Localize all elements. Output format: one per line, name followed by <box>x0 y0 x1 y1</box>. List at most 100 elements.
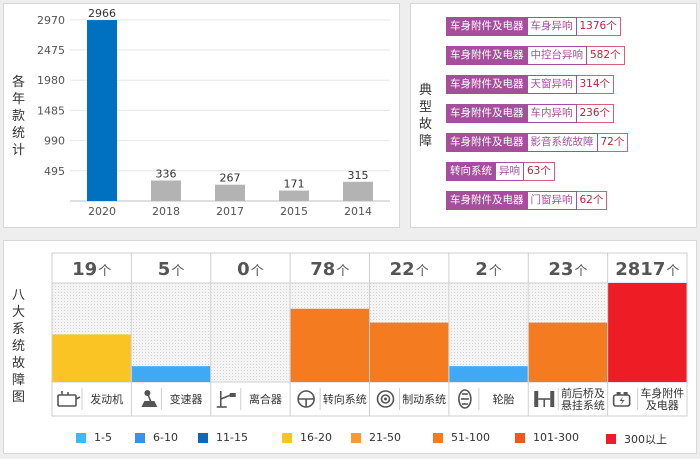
fault-row: 转向系统 异响 63个 <box>446 162 555 181</box>
car-electrical-icon <box>612 392 631 407</box>
system-count-label: 23个 <box>548 259 587 280</box>
legend-item: 6-10 <box>135 431 178 444</box>
steering-wheel-icon <box>297 390 315 408</box>
fault-category: 车身附件及电器 <box>446 191 528 210</box>
system-bar <box>449 366 528 382</box>
legend-item: 300以上 <box>606 431 667 447</box>
legend-item: 1-5 <box>76 431 112 444</box>
fault-name: 影音系统故障 <box>527 133 598 152</box>
fault-count: 63个 <box>524 162 555 181</box>
legend-label: 101-300 <box>533 431 579 444</box>
fault-count: 72个 <box>597 133 629 152</box>
systems-chart-panel: 八大系统故障图 19个 发动机 5个 变速器 0个 离合器 78个 转向系统 22个 制动系统 2个… <box>3 240 697 454</box>
legend-item: 21-50 <box>351 431 401 444</box>
y-tick-label: 1980 <box>37 74 65 87</box>
typical-faults-title: 典型故障 <box>419 83 433 149</box>
data-label: 336 <box>156 168 177 181</box>
bar <box>87 20 117 201</box>
legend-label: 51-100 <box>451 431 490 444</box>
legend-swatch <box>433 432 443 443</box>
legend-label: 1-5 <box>94 431 112 444</box>
legend-label: 16-20 <box>300 431 332 444</box>
suspension-icon <box>534 391 555 407</box>
gearshift-icon <box>141 390 158 407</box>
system-bar <box>528 322 608 382</box>
x-tick-label: 2018 <box>152 205 180 218</box>
bar <box>151 180 181 201</box>
system-count-label: 5个 <box>158 259 185 280</box>
system-name-label: 前后桥及 <box>561 386 605 400</box>
y-tick-label: 990 <box>44 135 65 148</box>
system-name-label: 发动机 <box>90 392 123 406</box>
fault-row: 车身附件及电器 中控台异响 582个 <box>446 46 625 65</box>
system-count-label: 22个 <box>390 259 429 280</box>
engine-icon <box>57 391 81 407</box>
bar <box>343 181 373 201</box>
fault-row: 车身附件及电器 车身异响 1376个 <box>446 17 621 36</box>
system-count-label: 0个 <box>237 259 264 280</box>
legend-item: 16-20 <box>282 431 332 444</box>
legend-label: 21-50 <box>369 431 401 444</box>
legend-swatch <box>135 432 145 443</box>
legend-swatch <box>351 432 361 443</box>
legend-swatch <box>76 432 86 443</box>
legend-swatch <box>515 432 525 443</box>
system-name-label: 及电器 <box>646 399 679 412</box>
system-name-label: 悬挂系统 <box>561 398 605 412</box>
legend-label: 6-10 <box>153 431 178 444</box>
fault-category: 车身附件及电器 <box>446 75 528 94</box>
fault-name: 中控台异响 <box>527 46 587 65</box>
system-count-label: 2817个 <box>615 259 679 280</box>
fault-count: 314个 <box>576 75 615 94</box>
system-count-label: 19个 <box>72 259 111 280</box>
system-name-label: 制动系统 <box>402 393 446 406</box>
yearly-bar-chart: 495 990 1485 1980 2475 2970 2966 2020 336 2018 267… <box>37 7 390 218</box>
fault-name: 车内异响 <box>527 104 577 123</box>
legend-label: 11-15 <box>216 431 248 444</box>
fault-category: 车身附件及电器 <box>446 46 528 65</box>
x-tick-label: 2015 <box>280 205 308 218</box>
tire-icon <box>458 389 472 409</box>
system-bar <box>290 308 369 382</box>
system-name-label: 车身附件 <box>640 386 684 400</box>
fault-count: 236个 <box>576 104 615 123</box>
x-tick-label: 2014 <box>344 205 372 218</box>
system-name-label: 离合器 <box>249 392 282 406</box>
system-bar <box>131 366 211 382</box>
systems-chart-title: 八大系统故障图 <box>12 288 26 405</box>
fault-name: 天窗异响 <box>527 75 577 94</box>
fault-category: 车身附件及电器 <box>446 17 528 36</box>
yearly-chart-panel: 各年款统计 495 990 1485 1980 2475 2970 2966 2020 336 2… <box>3 3 400 228</box>
data-label: 171 <box>284 178 305 191</box>
legend-swatch <box>282 432 292 443</box>
fault-row: 车身附件及电器 车内异响 236个 <box>446 104 615 123</box>
fault-row: 车身附件及电器 影音系统故障 72个 <box>446 133 629 152</box>
bar <box>279 190 309 201</box>
legend-swatch <box>606 434 616 444</box>
y-tick-label: 1485 <box>37 104 65 117</box>
y-tick-label: 495 <box>44 165 65 178</box>
fault-name: 门窗异响 <box>527 191 577 210</box>
data-label: 315 <box>348 169 369 182</box>
x-tick-label: 2020 <box>88 205 116 218</box>
system-count-label: 78个 <box>310 259 349 280</box>
fault-row: 车身附件及电器 门窗异响 62个 <box>446 191 608 210</box>
system-bar <box>52 334 131 382</box>
fault-name: 车身异响 <box>527 17 577 36</box>
system-bar <box>370 322 449 382</box>
system-name-label: 轮胎 <box>493 392 515 406</box>
fault-name: 异响 <box>496 162 524 181</box>
legend-item: 11-15 <box>198 431 248 444</box>
system-count-label: 2个 <box>475 259 502 280</box>
fault-category: 转向系统 <box>446 162 496 181</box>
legend-swatch <box>198 432 208 443</box>
typical-faults-panel: 典型故障 车身附件及电器 车身异响 1376个 车身附件及电器 中控台异响 582个 车身附… <box>410 3 697 228</box>
y-tick-label: 2970 <box>37 14 65 27</box>
column-background <box>131 283 211 382</box>
data-label: 267 <box>220 172 241 185</box>
yearly-chart-ylabel: 各年款统计 <box>12 75 26 158</box>
data-label: 2966 <box>88 7 116 20</box>
fault-count: 1376个 <box>576 17 621 36</box>
column-background <box>211 283 290 382</box>
